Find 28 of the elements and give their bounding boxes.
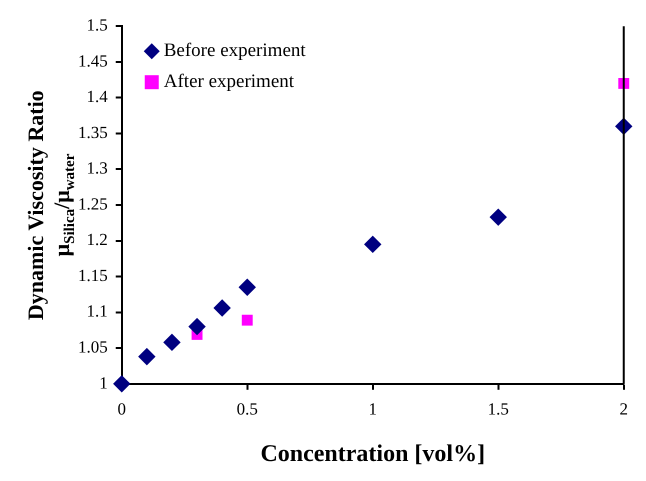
x-tick-label: 0 — [118, 399, 126, 418]
x-tick-label: 0.5 — [236, 399, 258, 418]
y-tick-label: 1.3 — [86, 158, 108, 178]
y-tick-label: 1.45 — [78, 51, 108, 70]
y-tick-label: 1.2 — [86, 230, 108, 250]
point — [188, 318, 206, 336]
legend-label: Before experiment — [164, 40, 306, 62]
point — [138, 348, 156, 366]
point — [214, 299, 231, 316]
y-tick-label: 1.5 — [86, 16, 108, 35]
x-tick-label: 1.5 — [488, 399, 509, 418]
point — [242, 314, 253, 326]
point — [113, 375, 130, 392]
y-tick-label: 1.1 — [86, 302, 108, 321]
x-tick-label: 1 — [368, 399, 377, 418]
x-tick-label: 2 — [620, 399, 628, 418]
point — [490, 208, 507, 226]
y-tick-label: 1.4 — [86, 87, 108, 106]
y-tick-label: 1.05 — [78, 338, 108, 357]
y-tick-label: 1 — [99, 373, 108, 392]
point — [163, 334, 180, 351]
legend-label: After experiment — [164, 71, 295, 92]
y-tick-label: 1.15 — [78, 266, 108, 285]
y-tick-label: 1.25 — [78, 194, 108, 214]
x-axis-title: Concentration [vol%] — [260, 440, 486, 467]
point — [364, 236, 382, 253]
y-tick-label: 1.35 — [78, 122, 108, 142]
point — [238, 278, 256, 296]
